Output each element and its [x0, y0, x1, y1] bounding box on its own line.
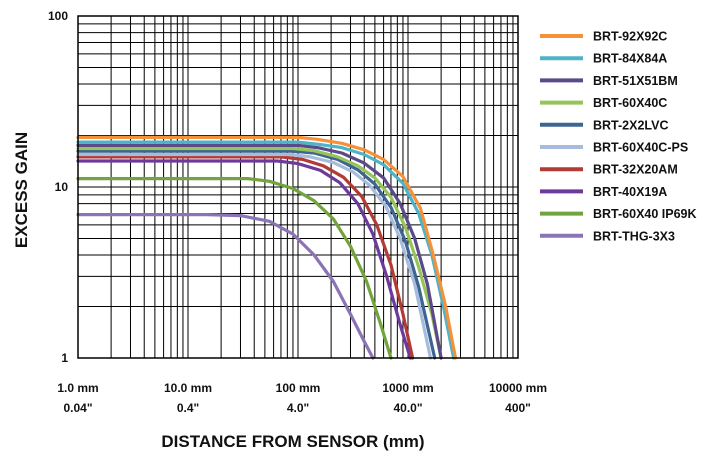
chart-grid [77, 16, 518, 359]
legend-label: BRT-51X51BM [593, 74, 678, 88]
series-line-brt-92x92c [76, 135, 458, 360]
tick-labels: 1.0 mm 0.04" 10.0 mm 0.4" 100 mm 4.0" 1000 mm 4… [48, 9, 547, 415]
legend-label: BRT-92X92C [593, 30, 667, 44]
x-axis-title: DISTANCE FROM SENSOR (mm) [161, 432, 424, 451]
legend-item: BRT-60X40 IP69K [540, 207, 697, 221]
legend-label: BRT-40X19A [593, 185, 667, 199]
legend-item: BRT-60X40C-PS [540, 141, 688, 155]
x-tick-label-inch: 4.0" [287, 401, 309, 415]
series-line-brt-2x2lvc [76, 149, 437, 360]
x-tick-label-mm: 1.0 mm [57, 381, 98, 395]
legend-label: BRT-84X84A [593, 52, 667, 66]
legend-item: BRT-84X84A [540, 52, 667, 66]
x-tick-label-mm: 10.0 mm [164, 381, 212, 395]
series-line-brt-60x40c [76, 146, 443, 360]
legend-item: BRT-92X92C [540, 30, 667, 44]
x-tick-label-mm: 100 mm [276, 381, 321, 395]
legend-item: BRT-40X19A [540, 185, 667, 199]
legend-item: BRT-60X40C [540, 96, 667, 110]
x-tick-label-mm: 1000 mm [382, 381, 433, 395]
legend: BRT-92X92C BRT-84X84A BRT-51X51BM BRT-60X40… [540, 30, 697, 243]
x-tick-label-inch: 400" [505, 401, 531, 415]
legend-item: BRT-51X51BM [540, 74, 678, 88]
x-tick-label-mm: 10000 mm [489, 381, 547, 395]
legend-label: BRT-THG-3X3 [593, 229, 675, 243]
plot-border [77, 15, 519, 359]
legend-label: BRT-60X40C-PS [593, 141, 688, 155]
series-line-brt-40x19a [76, 159, 412, 360]
series-line-brt-60x40c-ps [76, 152, 433, 360]
legend-item: BRT-2X2LVC [540, 118, 668, 132]
series-line-brt-60x40-ip69k [76, 177, 393, 360]
series-line-brt-thg-3x3 [76, 213, 375, 360]
y-tick-label: 1 [61, 351, 68, 365]
chart-series-lines [76, 135, 458, 360]
x-tick-label-inch: 0.04" [63, 401, 92, 415]
series-line-brt-32x20am [76, 155, 415, 360]
y-tick-label: 100 [48, 9, 68, 23]
y-axis-title: EXCESS GAIN [12, 132, 31, 248]
plot-frame [77, 15, 519, 359]
x-tick-label-inch: 0.4" [177, 401, 199, 415]
series-line-brt-84x84a [76, 140, 456, 360]
legend-item: BRT-THG-3X3 [540, 229, 675, 243]
legend-label: BRT-2X2LVC [593, 118, 668, 132]
x-tick-label-inch: 40.0" [393, 401, 422, 415]
legend-item: BRT-32X20AM [540, 163, 678, 177]
legend-label: BRT-60X40C [593, 96, 667, 110]
y-tick-label: 10 [55, 180, 69, 194]
legend-label: BRT-32X20AM [593, 163, 678, 177]
legend-label: BRT-60X40 IP69K [593, 207, 697, 221]
series-line-brt-51x51bm [76, 143, 443, 360]
